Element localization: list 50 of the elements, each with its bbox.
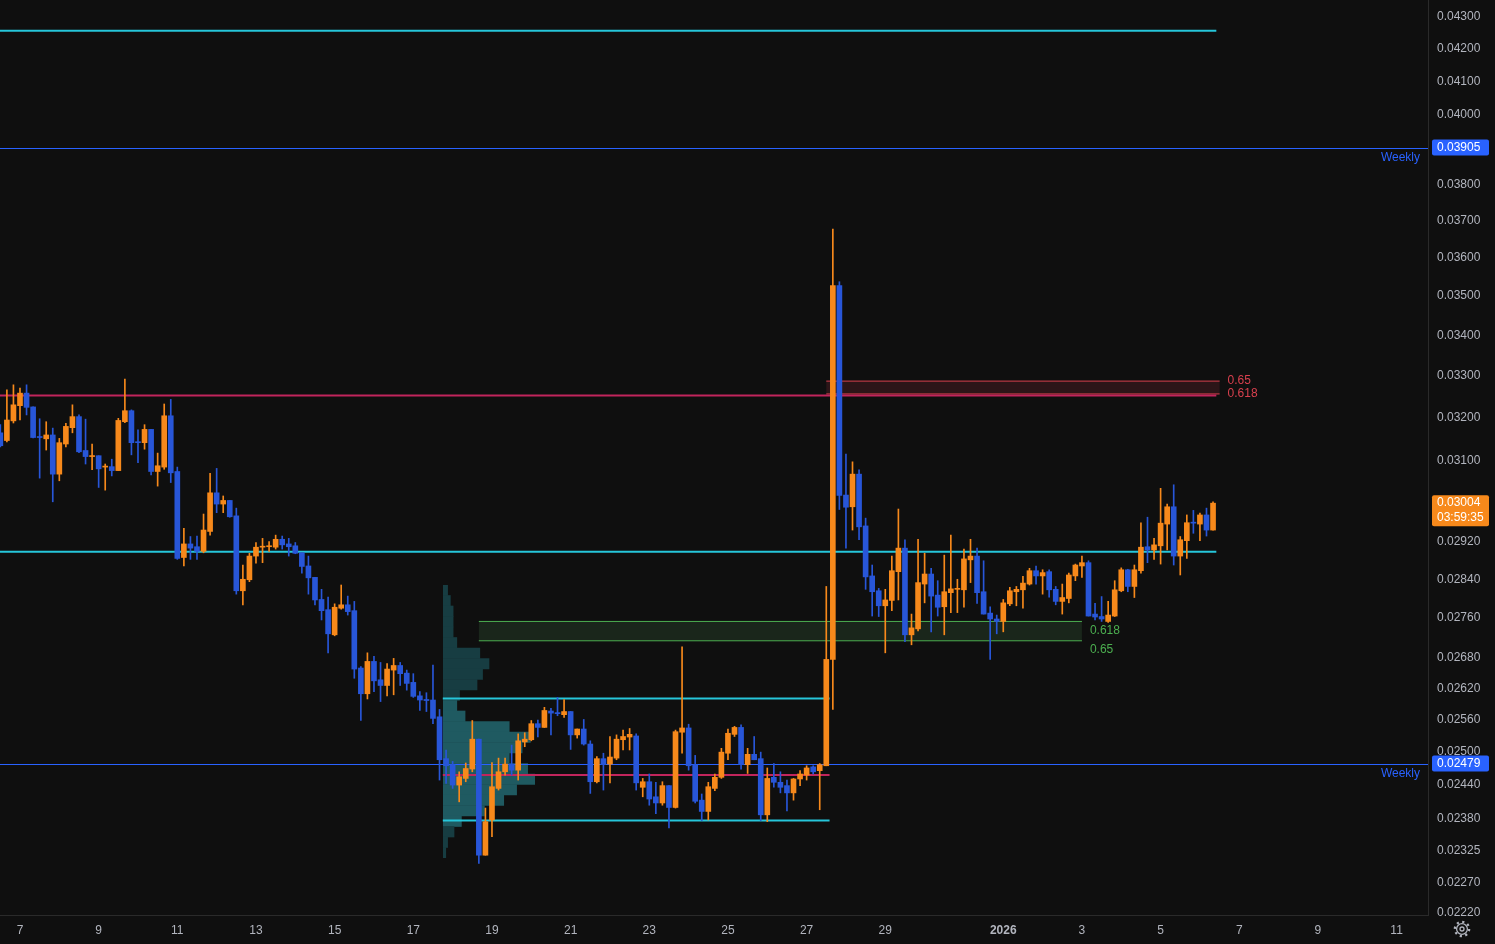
y-tick-label: 0.04200 <box>1437 41 1481 56</box>
x-tick-label: 13 <box>249 922 263 937</box>
y-tick-label: 0.03100 <box>1437 452 1481 467</box>
x-tick-label: 27 <box>799 922 814 937</box>
y-tick-label: 0.02380 <box>1437 811 1481 826</box>
x-tick-label: 7 <box>1235 922 1243 937</box>
x-tick-label: 15 <box>327 922 342 937</box>
x-tick-label: 11 <box>1390 922 1404 937</box>
y-tick-label: 0.02325 <box>1437 842 1481 857</box>
x-tick-label: 11 <box>171 922 184 937</box>
y-tick-label: 0.02270 <box>1437 875 1481 890</box>
x-tick-label: 25 <box>721 922 735 937</box>
x-tick-label: 9 <box>95 922 103 937</box>
x-tick-label: 9 <box>1314 922 1322 937</box>
x-tick-label: 5 <box>1157 922 1165 937</box>
y-tick-label: 0.03800 <box>1437 176 1481 191</box>
y-tick-label: 0.02220 <box>1437 905 1481 920</box>
series-label: 0.618 <box>1089 622 1121 637</box>
y-tick-label: 0.03600 <box>1437 250 1481 265</box>
text: 03:59:35 <box>1437 510 1485 525</box>
y-tick-label: 0.04300 <box>1437 9 1481 24</box>
y-tick-label: 0.03905 <box>1437 139 1481 154</box>
series-label: 0.65 <box>1227 373 1252 388</box>
y-tick-label: 0.04000 <box>1437 107 1481 122</box>
series-label: 0.65 <box>1089 642 1114 657</box>
y-tick-label: 0.02620 <box>1437 680 1481 695</box>
y-tick-label: 0.02920 <box>1437 533 1481 548</box>
x-tick-label: 3 <box>1078 922 1086 937</box>
ref-line-label: Weekly <box>1380 765 1420 780</box>
y-tick-label: 0.03300 <box>1437 368 1481 383</box>
y-tick-label: 0.03400 <box>1437 327 1481 342</box>
x-tick-label: 2026 <box>989 922 1017 937</box>
x-tick-label: 7 <box>16 922 24 937</box>
y-tick-label: 0.02680 <box>1437 650 1481 665</box>
y-tick-label: 0.03200 <box>1437 409 1481 424</box>
y-tick-label: 0.02560 <box>1437 712 1481 727</box>
y-tick-label: 0.02760 <box>1437 610 1481 625</box>
y-tick-label: 0.02440 <box>1437 777 1481 792</box>
y-tick-label: 0.04100 <box>1437 73 1481 88</box>
x-tick-label: 23 <box>642 922 657 937</box>
x-tick-label: 17 <box>406 922 421 937</box>
y-tick-label: 0.03004 <box>1437 495 1481 510</box>
y-tick-label: 0.03500 <box>1437 288 1481 303</box>
series-label: 0.618 <box>1227 386 1258 401</box>
x-tick-label: 21 <box>563 922 578 937</box>
ref-line-label: Weekly <box>1380 149 1420 164</box>
y-tick-label: 0.02840 <box>1437 571 1481 586</box>
x-tick-label: 19 <box>485 922 499 937</box>
y-tick-label: 0.03700 <box>1437 212 1481 227</box>
x-tick-label: 29 <box>878 922 893 937</box>
